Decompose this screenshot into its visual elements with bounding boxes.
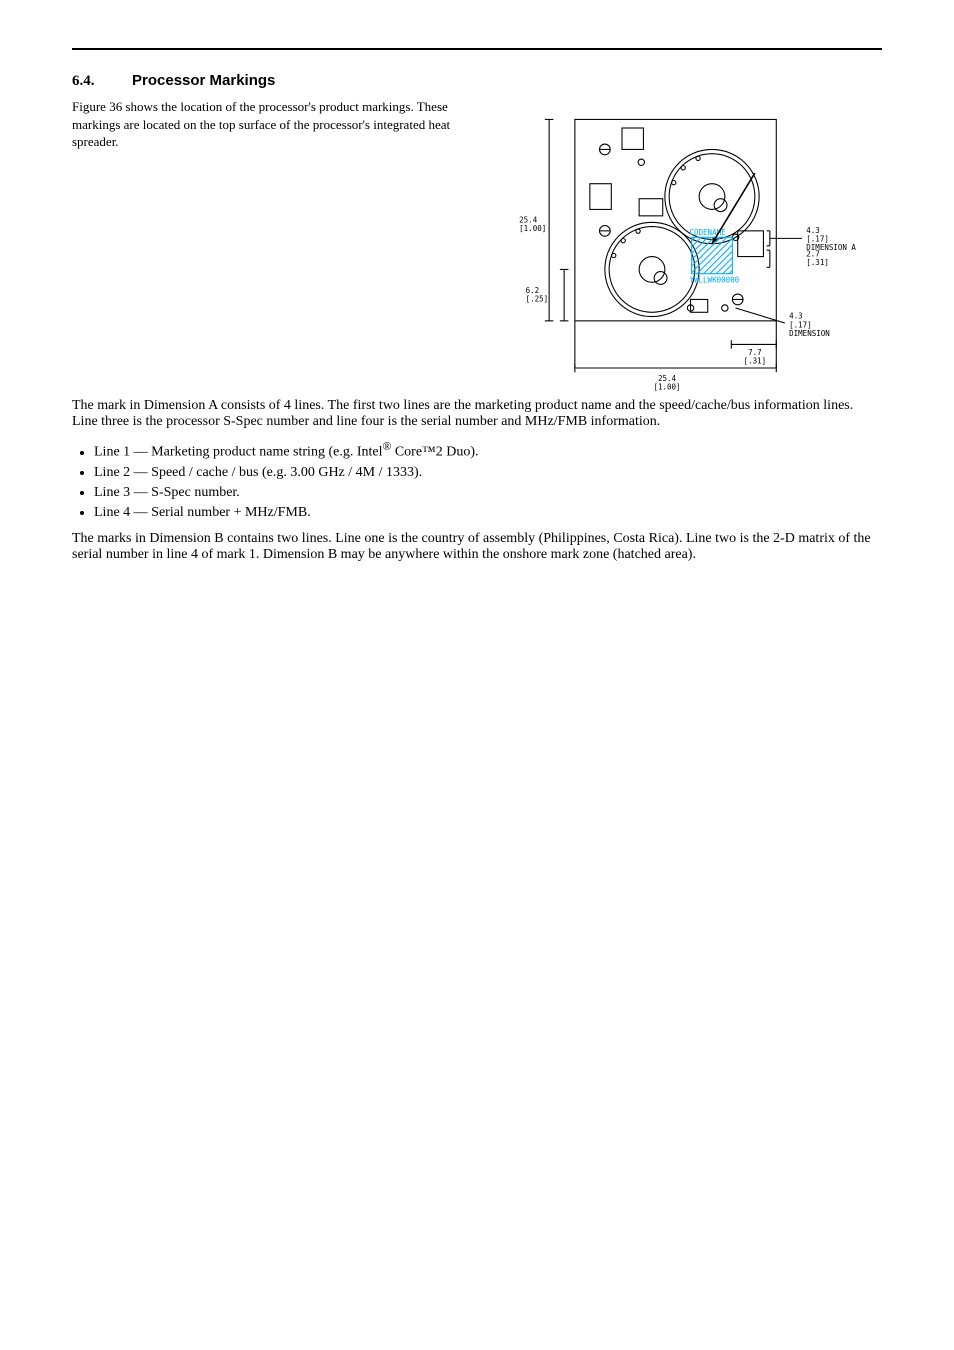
section-heading: 6.4. Processor Markings bbox=[72, 72, 882, 90]
svg-text:[.25]: [.25] bbox=[526, 295, 549, 304]
figure-processor-markings: CODENAMEYWLLWK0000025.4[1.00]6.2[.25]25.… bbox=[482, 98, 882, 398]
svg-text:YWLLWK00000: YWLLWK00000 bbox=[690, 275, 740, 284]
bullet-3: Line 3 — S-Spec number. bbox=[94, 485, 882, 501]
section-number: 6.4. bbox=[72, 73, 132, 90]
paragraph-2: The mark in Dimension A consists of 4 li… bbox=[72, 398, 882, 430]
svg-text:[1.00]: [1.00] bbox=[653, 382, 680, 391]
bullet-4: Line 4 — Serial number + MHz/FMB. bbox=[94, 505, 882, 521]
svg-text:[.31]: [.31] bbox=[806, 258, 829, 267]
svg-text:[1.00]: [1.00] bbox=[519, 224, 546, 233]
paragraph-3: The marks in Dimension B contains two li… bbox=[72, 531, 882, 563]
mark-a-bullets: Line 1 — Marketing product name string (… bbox=[72, 440, 882, 521]
paragraph-1: Figure 36 shows the location of the proc… bbox=[72, 98, 458, 151]
bullet-1: Line 1 — Marketing product name string (… bbox=[94, 440, 882, 461]
bullet-2: Line 2 — Speed / cache / bus (e.g. 3.00 … bbox=[94, 465, 882, 481]
svg-text:DIMENSION: DIMENSION bbox=[789, 329, 830, 338]
header-rule bbox=[72, 48, 882, 50]
svg-text:[.31]: [.31] bbox=[744, 357, 767, 366]
section-title: Processor Markings bbox=[132, 72, 275, 89]
